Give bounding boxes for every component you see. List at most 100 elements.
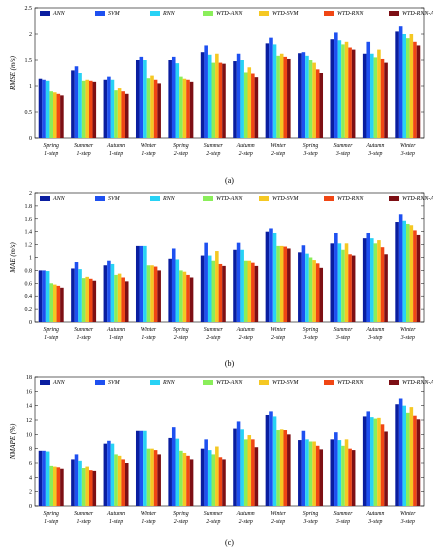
bar-wtd-ann [211,62,216,138]
bar-ann [298,53,302,138]
legend-swatch-wtd-ann [203,11,213,16]
x-tick-label: Spring [43,511,59,517]
x-tick-label: 1-step [141,519,155,525]
x-tick-label: Spring [173,327,189,333]
bar-svm [366,411,371,506]
bar-svm [204,439,208,506]
bar-wtd-rnn [121,91,125,138]
bar-rnn [240,249,244,322]
x-tick-label: 2-step [239,335,253,341]
x-tick-label: 1-step [109,519,123,525]
bar-ann [168,60,172,138]
y-tick-label: 0 [29,504,32,510]
bar-wtd-svm [279,245,284,322]
bar-ann [395,222,399,322]
bar-wtd-rnn [348,448,352,506]
bar-wtd-rnn [218,62,223,138]
bar-wtd-svm [377,417,381,506]
bar-rnn [240,60,244,138]
bar-wtd-rnn [121,459,125,506]
legend-label: SVM [108,380,121,386]
bar-ann [298,252,302,322]
bar-wtd-ann [373,243,378,322]
bar-ann [103,443,108,506]
x-tick-label: 3-step [367,151,382,157]
bar-wtd-ann [146,448,151,506]
y-tick-label: 0.4 [25,294,33,300]
x-tick-label: 2-step [271,151,285,157]
bar-svm [171,56,176,138]
bar-wtd-rnn-anfis [384,62,388,138]
bar-rnn [305,439,309,506]
bar-svm [236,421,241,506]
bar-svm [42,79,46,138]
bar-wtd-rnn [251,73,255,138]
x-tick-label: Autumn [236,327,255,333]
bar-wtd-rnn-anfis [157,454,161,506]
legend-swatch-wtd-svm [259,196,269,201]
x-tick-label: Autumn [106,143,125,149]
bar-wtd-ann [49,283,53,322]
bar-wtd-svm [117,273,122,322]
bar-rnn [240,429,244,506]
bar-wtd-ann [114,90,118,138]
bar-ann [103,265,108,322]
bar-wtd-svm [85,466,89,506]
x-tick-label: Spring [303,327,319,333]
bar-wtd-ann [341,445,345,506]
bar-wtd-ann [211,260,216,322]
x-tick-label: Spring [173,511,189,517]
bar-rnn [78,73,82,138]
bar-wtd-rnn-anfis [222,63,226,138]
bar-rnn [370,417,374,506]
bar-wtd-rnn-anfis [124,281,129,322]
bar-wtd-ann [276,55,280,139]
bar-svm [398,26,403,139]
bar-ann [200,448,205,506]
bar-wtd-ann [243,260,248,322]
bar-wtd-rnn [153,79,158,138]
bar-ann [200,52,205,139]
bar-rnn [402,405,407,506]
bar-ann [265,43,270,138]
bar-svm [107,440,111,506]
x-tick-label: Winter [141,327,157,333]
bar-wtd-rnn [380,58,385,138]
bar-wtd-ann [276,430,280,506]
x-tick-label: Summer [333,143,353,149]
legend-label: WTD-SVM [272,196,299,202]
bar-svm [236,53,241,139]
x-tick-label: 2-step [271,519,285,525]
bar-wtd-rnn [186,274,190,322]
bar-wtd-svm [215,251,219,322]
bar-wtd-rnn-anfis [92,81,97,138]
bar-wtd-svm [312,260,316,322]
legend-label: WTD-RNN [337,380,364,386]
y-tick-label: 0 [29,320,32,326]
bar-wtd-ann [243,72,248,138]
bar-rnn [110,263,115,322]
bar-rnn [207,54,212,138]
bar-wtd-rnn [88,278,93,322]
legend-swatch-ann [40,380,50,385]
x-tick-label: Winter [400,327,416,333]
bar-ann [71,268,75,322]
bar-wtd-ann [406,38,410,138]
bar-wtd-svm [247,260,252,322]
y-tick-label: 2 [29,191,32,197]
x-tick-label: 1-step [109,151,123,157]
bar-wtd-rnn [413,415,417,506]
bar-rnn [175,259,180,322]
y-axis-label: RMSE (m/s) [9,55,17,91]
bar-ann [265,414,270,506]
bar-wtd-svm [150,75,154,138]
bar-wtd-rnn-anfis [254,447,259,506]
bar-wtd-ann [146,78,151,138]
x-tick-label: Autumn [236,511,255,517]
bar-rnn [110,79,115,138]
legend-swatch-rnn [150,196,160,201]
bar-wtd-ann [406,412,410,506]
bar-wtd-rnn [251,262,255,322]
bar-wtd-rnn [88,80,93,138]
